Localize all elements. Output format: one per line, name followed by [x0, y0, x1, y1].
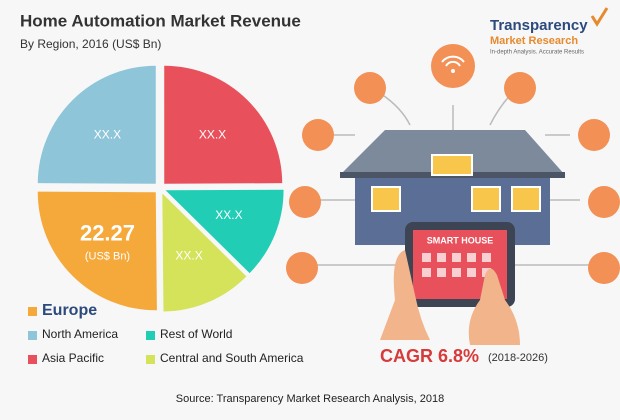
hand-right: [468, 268, 520, 345]
chart-title: Home Automation Market Revenue: [20, 11, 301, 30]
legend-swatch: [146, 331, 155, 340]
logo: Transparency Market Research In-depth An…: [490, 7, 609, 56]
value-label: 22.27: [80, 221, 135, 246]
value-label: XX.X: [175, 249, 202, 263]
legend-label: Asia Pacific: [42, 351, 104, 365]
value-unit: (US$ Bn): [85, 251, 130, 263]
pie-slice: [37, 65, 156, 184]
windows: [371, 186, 541, 212]
roof: [340, 130, 565, 175]
logo-name: Transparency: [490, 17, 588, 34]
pie-slice: [37, 191, 157, 311]
hand-left: [380, 250, 430, 340]
cagr: CAGR 6.8%: [380, 346, 479, 366]
source: Source: Transparency Market Research Ana…: [176, 393, 444, 405]
pie-slice: [164, 65, 283, 184]
legend-swatch: [28, 307, 37, 316]
logo-check: [590, 7, 609, 27]
legend-swatch: [28, 355, 37, 364]
legend-label: North America: [42, 327, 118, 341]
logo-tagline: In-depth Analysis. Accurate Results: [490, 50, 584, 56]
legend-swatch: [28, 331, 37, 340]
icons: [286, 44, 620, 284]
legend-label: Central and South America: [160, 351, 304, 365]
value-label: XX.X: [94, 127, 121, 141]
illustration: SMART HOUSE: [286, 44, 620, 345]
cagr-period: (2018-2026): [488, 352, 548, 364]
value-label: XX.X: [215, 208, 242, 222]
pie-slice: [162, 193, 247, 312]
legend-label: Europe: [42, 302, 97, 319]
tablet-label: SMART HOUSE: [427, 235, 494, 245]
logo-name2: Market Research: [490, 35, 578, 47]
value-label: XX.X: [199, 127, 226, 141]
pie-slice: [165, 189, 284, 274]
legend-label: Rest of World: [160, 327, 232, 341]
chart-subtitle: By Region, 2016 (US$ Bn): [20, 37, 161, 51]
legend-swatch: [146, 355, 155, 364]
